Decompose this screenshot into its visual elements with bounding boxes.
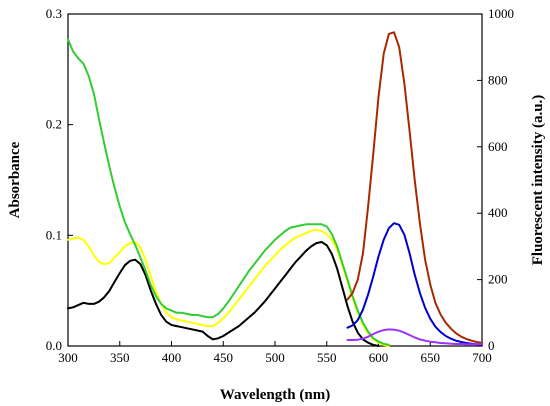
series-line-5 (346, 328, 483, 346)
y-right-tick-label: 1000 (488, 6, 514, 21)
y-left-tick-label: 0.1 (46, 227, 62, 242)
x-tick-label: 300 (58, 350, 78, 365)
x-tick-label: 500 (265, 350, 285, 365)
y-right-tick-label: 600 (488, 139, 508, 154)
x-tick-label: 600 (369, 350, 389, 365)
y-axis-right-label: Fluorescent intensity (a.u.) (530, 95, 546, 266)
x-tick-label: 350 (110, 350, 130, 365)
y-left-tick-label: 0.3 (46, 6, 62, 21)
plot-frame (67, 13, 483, 347)
y-left-tick-label: 0.0 (46, 338, 62, 353)
y-axis-left-label: Absorbance (7, 141, 23, 218)
x-tick-label: 550 (317, 350, 337, 365)
x-axis-label: Wavelength (nm) (220, 387, 330, 403)
y-right-tick-label: 800 (488, 72, 508, 87)
ticks-layer: 300 350 400 450 500 550 600 650 700 0.0 0.1 0.2 0.3 0… (46, 6, 514, 365)
series-line-4 (346, 31, 483, 344)
series-line-1 (67, 228, 390, 347)
y-left-tick-label: 0.2 (46, 117, 62, 132)
x-tick-label: 400 (162, 350, 182, 365)
x-tick-label: 450 (214, 350, 234, 365)
x-tick-label: 650 (421, 350, 441, 365)
y-right-tick-label: 400 (488, 205, 508, 220)
series-layer (67, 31, 483, 347)
y-right-tick-label: 0 (488, 338, 495, 353)
series-line-0 (67, 241, 380, 347)
x-tick-label: 700 (472, 350, 492, 365)
series-line-3 (346, 222, 483, 346)
series-line-2 (67, 38, 390, 346)
y-right-tick-label: 200 (488, 272, 508, 287)
